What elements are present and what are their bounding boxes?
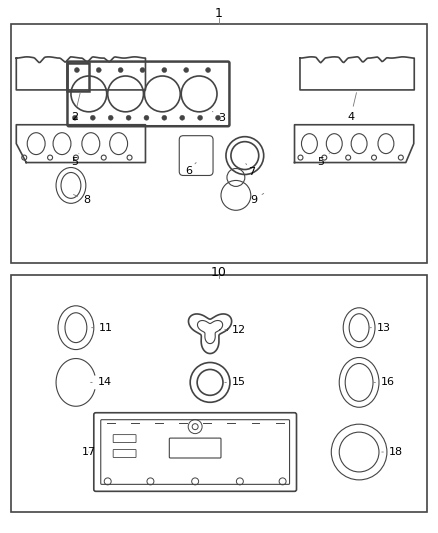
Circle shape [72, 115, 78, 120]
Text: 3: 3 [212, 111, 225, 123]
Circle shape [108, 115, 113, 120]
Circle shape [118, 68, 123, 72]
Text: 8: 8 [74, 195, 90, 205]
Text: 1: 1 [215, 7, 223, 20]
Circle shape [184, 68, 189, 72]
Text: 14: 14 [91, 377, 112, 387]
Circle shape [215, 115, 220, 120]
Circle shape [180, 115, 185, 120]
Text: 4: 4 [347, 93, 357, 122]
Circle shape [198, 115, 203, 120]
Text: 5: 5 [318, 154, 329, 166]
Text: 7: 7 [246, 164, 255, 177]
Circle shape [205, 68, 211, 72]
Text: 15: 15 [225, 377, 246, 387]
Circle shape [96, 68, 101, 72]
Text: 13: 13 [370, 322, 391, 333]
Circle shape [162, 68, 167, 72]
Circle shape [74, 68, 79, 72]
Circle shape [144, 115, 149, 120]
Text: 11: 11 [92, 322, 113, 333]
Text: 16: 16 [374, 377, 395, 387]
Text: 10: 10 [211, 266, 227, 279]
Text: 18: 18 [382, 447, 403, 457]
Text: 5: 5 [71, 154, 79, 166]
Text: 9: 9 [250, 193, 264, 205]
Circle shape [126, 115, 131, 120]
Text: 6: 6 [185, 163, 196, 175]
Text: 2: 2 [71, 93, 80, 122]
Text: 17: 17 [81, 447, 96, 457]
Circle shape [90, 115, 95, 120]
Circle shape [162, 115, 167, 120]
Circle shape [140, 68, 145, 72]
Text: 12: 12 [225, 325, 246, 335]
